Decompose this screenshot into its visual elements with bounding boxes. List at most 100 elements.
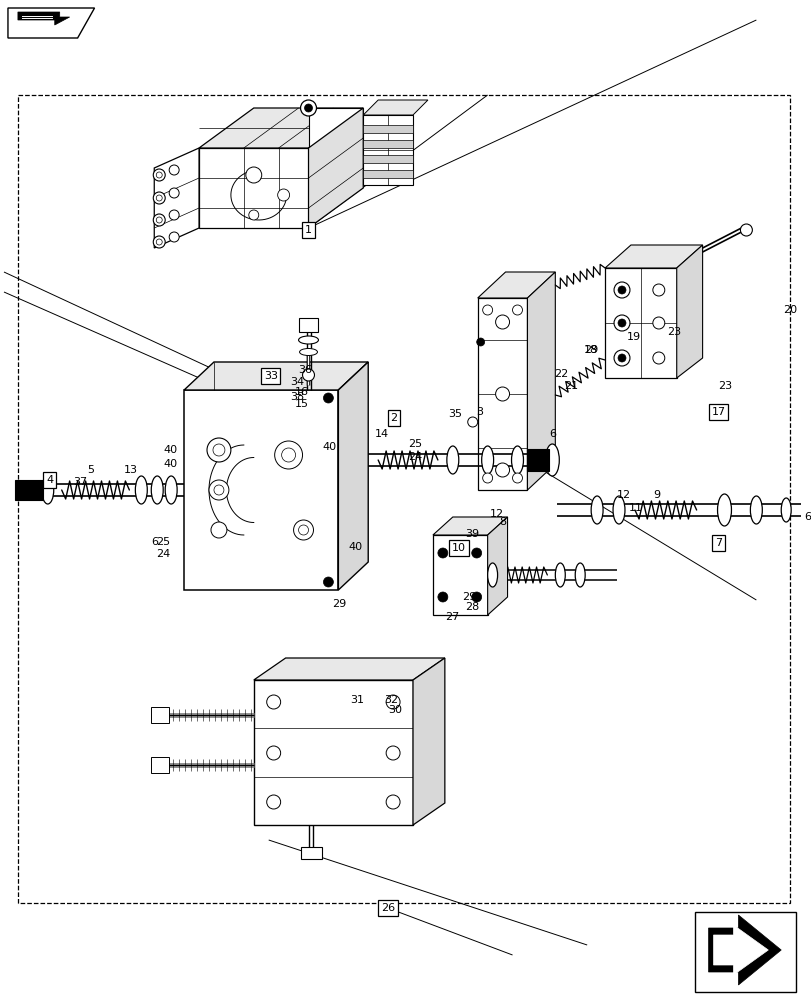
Polygon shape: [308, 108, 363, 228]
Circle shape: [208, 480, 229, 500]
Circle shape: [437, 592, 448, 602]
Text: 3: 3: [475, 407, 482, 417]
Polygon shape: [18, 12, 70, 25]
Ellipse shape: [446, 446, 458, 474]
Text: 19: 19: [626, 332, 641, 342]
Circle shape: [277, 189, 290, 201]
Text: 5: 5: [88, 465, 94, 475]
Text: 25: 25: [408, 439, 422, 449]
Circle shape: [482, 473, 492, 483]
Bar: [363, 140, 413, 148]
Text: 37: 37: [74, 477, 88, 487]
Polygon shape: [432, 535, 487, 615]
Text: 12: 12: [489, 509, 503, 519]
Polygon shape: [199, 148, 308, 228]
Text: 11: 11: [629, 503, 642, 513]
Circle shape: [169, 232, 179, 242]
Text: 8: 8: [499, 517, 506, 527]
Circle shape: [169, 210, 179, 220]
Text: 1: 1: [305, 225, 311, 235]
Ellipse shape: [555, 563, 564, 587]
Polygon shape: [477, 272, 555, 298]
Text: 10: 10: [451, 543, 466, 553]
Ellipse shape: [511, 446, 523, 474]
Text: 26: 26: [380, 903, 395, 913]
Text: 40: 40: [322, 442, 336, 452]
Text: 28: 28: [464, 602, 478, 612]
Polygon shape: [432, 517, 507, 535]
Polygon shape: [413, 658, 444, 825]
Circle shape: [156, 172, 162, 178]
Circle shape: [153, 214, 165, 226]
Text: 32: 32: [384, 695, 397, 705]
Bar: [300, 847, 322, 859]
Circle shape: [169, 188, 179, 198]
Circle shape: [386, 695, 400, 709]
Text: 12: 12: [616, 490, 630, 500]
Text: 30: 30: [388, 705, 401, 715]
Ellipse shape: [165, 476, 177, 504]
Circle shape: [323, 577, 333, 587]
Polygon shape: [254, 680, 413, 825]
Text: 4: 4: [46, 475, 54, 485]
Circle shape: [613, 350, 629, 366]
Polygon shape: [184, 390, 338, 590]
Polygon shape: [708, 915, 780, 985]
Circle shape: [652, 352, 664, 364]
Circle shape: [274, 441, 303, 469]
Text: 38: 38: [290, 392, 304, 402]
Ellipse shape: [749, 496, 762, 524]
Text: 40: 40: [163, 459, 177, 469]
Circle shape: [512, 305, 521, 315]
Bar: [363, 170, 413, 178]
Text: 23: 23: [666, 327, 680, 337]
Text: 36: 36: [298, 365, 312, 375]
Circle shape: [476, 338, 484, 346]
Circle shape: [617, 319, 625, 327]
Circle shape: [471, 548, 481, 558]
Text: 6: 6: [803, 512, 810, 522]
Bar: [693, 912, 795, 992]
Circle shape: [211, 522, 226, 538]
Text: 21: 21: [564, 381, 577, 391]
Polygon shape: [713, 925, 767, 975]
Circle shape: [266, 746, 281, 760]
Circle shape: [266, 795, 281, 809]
Polygon shape: [308, 108, 363, 148]
Circle shape: [169, 165, 179, 175]
Circle shape: [156, 195, 162, 201]
Bar: [15, 480, 43, 500]
Circle shape: [467, 417, 477, 427]
Ellipse shape: [612, 496, 624, 524]
Circle shape: [617, 354, 625, 362]
Text: 25: 25: [156, 537, 170, 547]
Circle shape: [613, 315, 629, 331]
Bar: [151, 757, 169, 773]
Text: 6: 6: [151, 537, 158, 547]
Bar: [363, 125, 413, 133]
Text: 31: 31: [350, 695, 364, 705]
Circle shape: [323, 393, 333, 403]
Circle shape: [156, 239, 162, 245]
Polygon shape: [184, 362, 367, 390]
Bar: [363, 155, 413, 163]
Circle shape: [617, 286, 625, 294]
Ellipse shape: [717, 494, 731, 526]
Circle shape: [495, 387, 509, 401]
Circle shape: [300, 100, 316, 116]
Ellipse shape: [298, 336, 318, 344]
Circle shape: [294, 520, 313, 540]
Polygon shape: [254, 658, 444, 680]
Ellipse shape: [574, 563, 585, 587]
Circle shape: [613, 282, 629, 298]
Ellipse shape: [299, 349, 317, 356]
Text: 23: 23: [718, 381, 732, 391]
Circle shape: [495, 463, 509, 477]
Circle shape: [153, 169, 165, 181]
Ellipse shape: [481, 446, 493, 474]
Text: 22: 22: [554, 369, 568, 379]
Circle shape: [482, 305, 492, 315]
Text: 7: 7: [714, 538, 721, 548]
Ellipse shape: [41, 476, 54, 504]
Text: 35: 35: [448, 409, 461, 419]
